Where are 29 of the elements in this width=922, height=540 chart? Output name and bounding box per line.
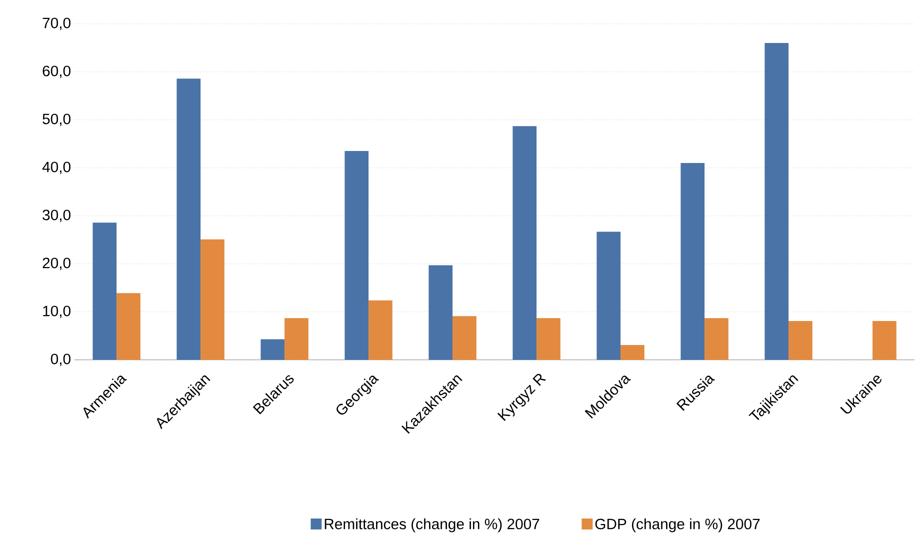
bar	[704, 318, 728, 360]
bar	[200, 239, 224, 360]
legend-label: Remittances (change in %) 2007	[324, 518, 540, 532]
bar	[116, 293, 140, 360]
bar	[368, 300, 392, 360]
bar	[512, 126, 537, 360]
bar	[428, 265, 453, 360]
legend-label: GDP (change in %) 2007	[595, 518, 760, 532]
bar	[872, 321, 896, 360]
bar	[452, 316, 476, 360]
bar	[536, 318, 560, 360]
bar	[176, 78, 201, 360]
bar	[788, 321, 812, 360]
y-tick-label: 70,0	[42, 18, 70, 30]
y-tick-label: 40,0	[42, 162, 70, 174]
bar	[92, 222, 117, 360]
bar	[344, 151, 369, 360]
bar	[596, 232, 621, 360]
bar	[284, 318, 308, 360]
y-tick-label: 30,0	[42, 210, 70, 222]
y-tick-label: 60,0	[42, 66, 70, 78]
bar	[620, 345, 644, 360]
y-tick-label: 20,0	[42, 258, 70, 270]
y-tick-label: 50,0	[42, 114, 70, 126]
bar	[680, 163, 705, 360]
bar	[260, 339, 285, 360]
y-tick-label: 10,0	[43, 306, 70, 318]
y-tick-label: 0,0	[50, 354, 70, 366]
bar	[764, 43, 789, 360]
